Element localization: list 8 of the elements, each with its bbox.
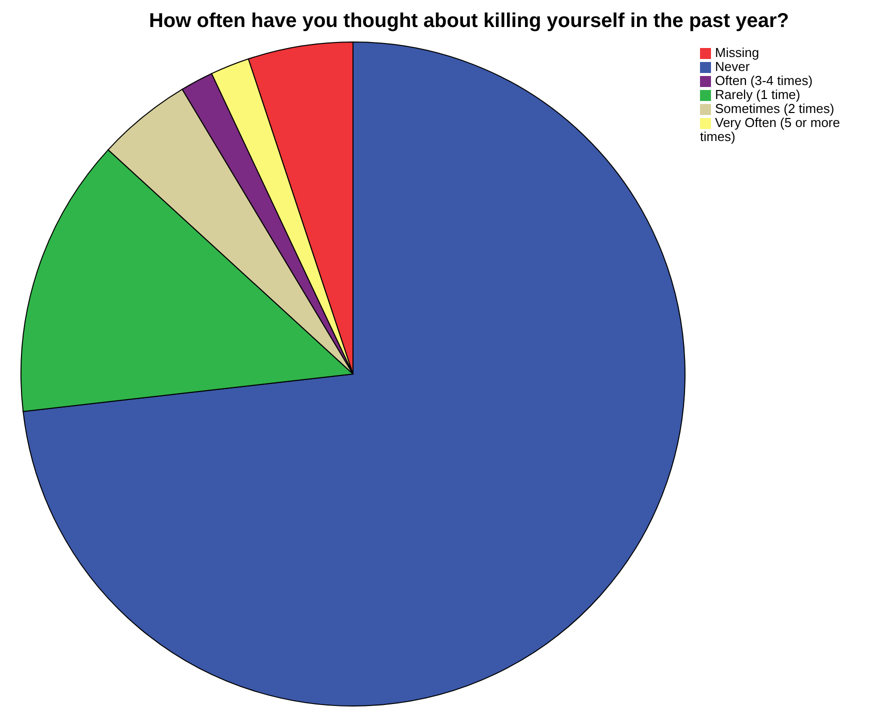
legend-label: Missing [715, 45, 760, 60]
legend-label: Often (3-4 times) [715, 73, 813, 88]
legend-label: Never [715, 59, 750, 74]
legend-label: Very Often (5 or more times) [700, 115, 840, 144]
pie-slice [22, 42, 686, 706]
chart-title: How often have you thought about killing yourself in the past year? [148, 9, 790, 34]
legend-label: Sometimes (2 times) [715, 101, 834, 116]
legend-label: Rarely (1 time) [715, 87, 800, 102]
